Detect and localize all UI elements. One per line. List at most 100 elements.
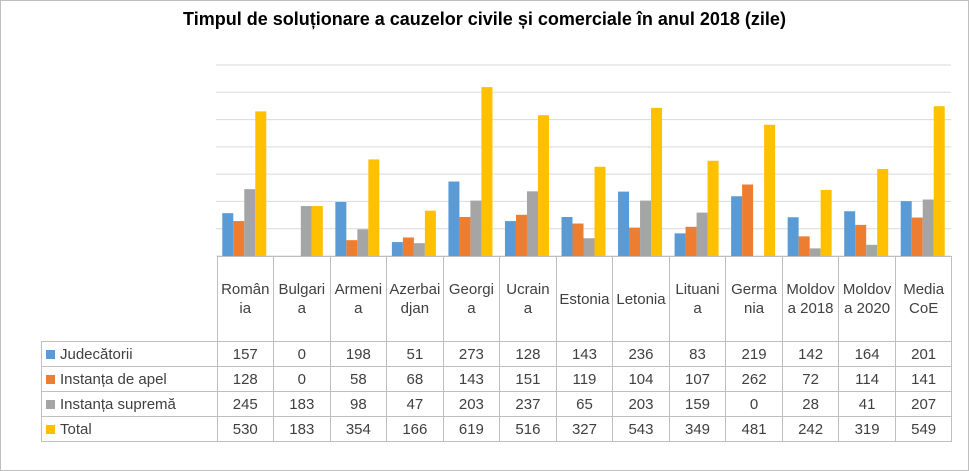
table-value: 262 xyxy=(725,366,783,392)
x-tick-label: Armenia xyxy=(329,256,388,342)
table-row: Instanța supremă 245 183 98 47 203 237 65 203 159… xyxy=(41,391,953,417)
bar xyxy=(685,226,697,256)
bar xyxy=(504,221,516,256)
table-value: 143 xyxy=(442,366,501,392)
bar xyxy=(911,217,923,256)
table-value: 143 xyxy=(555,341,614,367)
legend-entry: Instanța supremă xyxy=(41,391,218,417)
bar xyxy=(335,201,347,256)
x-tick-label: Bulgaria xyxy=(273,256,331,342)
table-value: 159 xyxy=(668,391,727,417)
bar xyxy=(640,200,652,256)
bar xyxy=(583,238,595,256)
bar xyxy=(413,243,425,256)
table-value: 141 xyxy=(894,366,953,392)
table-value: 516 xyxy=(499,416,557,442)
x-tick-label: Lituania xyxy=(668,256,727,342)
table-value: 114 xyxy=(838,366,896,392)
bar xyxy=(877,168,889,256)
bar xyxy=(674,233,686,256)
x-tick-label: Moldova 2020 xyxy=(838,256,896,342)
table-value: 183 xyxy=(273,416,331,442)
table-header: România Bulgaria Armenia Azerbaidjan Georgia… xyxy=(41,256,953,342)
table-value: 47 xyxy=(386,391,444,417)
bar xyxy=(448,181,460,256)
table-row: Total 530 183 354 166 619 516 327 543 349 481 242 31… xyxy=(41,416,953,442)
bar xyxy=(368,159,380,256)
bar xyxy=(346,240,358,256)
x-tick-label: Estonia xyxy=(555,256,614,342)
table-row: Instanța de apel 128 0 58 68 143 151 119 104 107 2… xyxy=(41,366,953,392)
table-value: 0 xyxy=(273,366,331,392)
legend-swatch xyxy=(46,424,55,434)
bar xyxy=(787,217,799,256)
bar xyxy=(459,216,471,256)
table-value: 319 xyxy=(838,416,896,442)
bar xyxy=(798,236,810,256)
legend-label: Instanța de apel xyxy=(60,370,167,388)
x-tick-label: Letonia xyxy=(612,256,670,342)
bar xyxy=(572,223,584,256)
bar xyxy=(470,200,482,256)
table-value: 203 xyxy=(612,391,670,417)
bar xyxy=(561,216,573,256)
table-value: 164 xyxy=(838,341,896,367)
x-tick-label: Ucraina xyxy=(499,256,557,342)
x-tick-label: România xyxy=(216,256,275,342)
table-value: 72 xyxy=(781,366,840,392)
table-value: 166 xyxy=(386,416,444,442)
table-value: 98 xyxy=(329,391,388,417)
legend-entry: Judecătorii xyxy=(41,341,218,367)
bar xyxy=(922,199,934,256)
bar xyxy=(900,201,912,256)
table-value: 198 xyxy=(329,341,388,367)
x-tick-label: Media CoE xyxy=(894,256,953,342)
table-value: 183 xyxy=(273,391,331,417)
table-value: 354 xyxy=(329,416,388,442)
bar xyxy=(855,224,867,256)
table-value: 236 xyxy=(612,341,670,367)
table-value: 207 xyxy=(894,391,953,417)
table-value: 51 xyxy=(386,341,444,367)
bar xyxy=(933,106,945,256)
table-value: 530 xyxy=(216,416,275,442)
bar xyxy=(866,244,878,256)
legend-label: Judecătorii xyxy=(60,345,133,363)
table-value: 0 xyxy=(725,391,783,417)
legend-swatch xyxy=(46,374,55,384)
table-value: 245 xyxy=(216,391,275,417)
table-value: 41 xyxy=(838,391,896,417)
table-value: 0 xyxy=(273,341,331,367)
table-value: 273 xyxy=(442,341,501,367)
table-value: 28 xyxy=(781,391,840,417)
bar xyxy=(629,227,641,256)
table-value: 327 xyxy=(555,416,614,442)
blank-cell xyxy=(41,256,218,342)
bar xyxy=(809,248,821,256)
x-tick-label: Georgia xyxy=(442,256,501,342)
table-value: 104 xyxy=(612,366,670,392)
x-tick-label: Moldova 2018 xyxy=(781,256,840,342)
table-value: 242 xyxy=(781,416,840,442)
table-value: 83 xyxy=(668,341,727,367)
legend-label: Instanța supremă xyxy=(60,395,176,413)
table-row: Judecătorii 157 0 198 51 273 128 143 236 83 219 142… xyxy=(41,341,953,367)
legend-label: Total xyxy=(60,420,92,438)
table-value: 142 xyxy=(781,341,840,367)
table-value: 128 xyxy=(216,366,275,392)
bar xyxy=(357,229,369,256)
bar xyxy=(222,213,234,256)
table-value: 107 xyxy=(668,366,727,392)
x-tick-label: Azerbaidjan xyxy=(386,256,444,342)
bar xyxy=(481,87,493,256)
table-value: 219 xyxy=(725,341,783,367)
table-value: 203 xyxy=(442,391,501,417)
table-value: 119 xyxy=(555,366,614,392)
table-value: 58 xyxy=(329,366,388,392)
chart-title: Timpul de soluționare a cauzelor civile … xyxy=(183,9,786,29)
legend-swatch xyxy=(46,349,55,359)
bar xyxy=(526,191,538,256)
legend-entry: Total xyxy=(41,416,218,442)
